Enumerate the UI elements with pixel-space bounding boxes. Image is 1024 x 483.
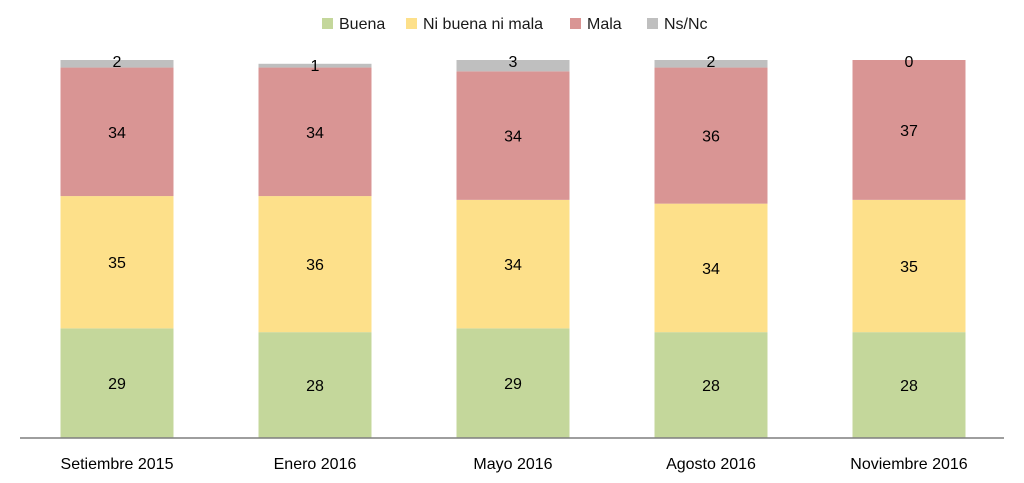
category-label: Setiembre 2015	[61, 456, 174, 473]
bar-segment	[60, 60, 174, 68]
legend-label-mala: Mala	[587, 16, 622, 33]
bar-segment	[654, 60, 768, 68]
bar-segment	[60, 328, 174, 438]
legend-swatch-mala	[570, 18, 581, 29]
bar-segment	[258, 63, 372, 68]
bar-segment	[456, 199, 570, 329]
legend-label-buena: Buena	[339, 16, 385, 33]
bar-segment	[852, 60, 966, 200]
bar-segment	[60, 67, 174, 197]
category-label: Agosto 2016	[666, 456, 756, 473]
data-label: 34	[504, 129, 522, 146]
bar-segment	[456, 60, 570, 72]
bar-segment	[852, 199, 966, 333]
legend-swatch-buena	[322, 18, 333, 29]
data-label: 36	[306, 257, 324, 274]
data-labels: 29 35 34 2 28 36 34 1 29 34 34 3 28 34 36 2 28 35 37 0	[108, 54, 918, 395]
data-label: 3	[509, 54, 518, 71]
legend-label-ns-nc: Ns/Nc	[664, 16, 708, 33]
data-label: 35	[900, 259, 918, 276]
data-label: 28	[306, 378, 324, 395]
category-label: Mayo 2016	[473, 456, 552, 473]
data-label: 34	[108, 125, 126, 142]
category-label: Enero 2016	[274, 456, 357, 473]
category-label: Noviembre 2016	[850, 456, 968, 473]
bars	[60, 60, 966, 438]
category-labels: Setiembre 2015 Enero 2016 Mayo 2016 Agosto …	[61, 456, 968, 473]
legend-swatch-ni-buena-ni-mala	[406, 18, 417, 29]
data-label: 2	[113, 54, 122, 71]
bar-segment	[258, 332, 372, 438]
bar-segment	[60, 196, 174, 329]
data-label: 37	[900, 123, 918, 140]
bar-segment	[456, 71, 570, 200]
bar-segment	[654, 332, 768, 438]
data-label: 1	[311, 58, 320, 75]
data-label: 0	[905, 54, 914, 71]
data-label: 2	[707, 54, 716, 71]
data-label: 29	[504, 376, 522, 393]
data-label: 34	[306, 125, 324, 142]
data-label: 28	[900, 378, 918, 395]
data-label: 36	[702, 129, 720, 146]
data-label: 28	[702, 378, 720, 395]
legend-swatch-ns-nc	[647, 18, 658, 29]
bar-segment	[654, 67, 768, 204]
bar-segment	[654, 203, 768, 333]
data-label: 35	[108, 255, 126, 272]
legend: Buena Ni buena ni mala Mala Ns/Nc	[322, 16, 708, 33]
bar-segment	[258, 196, 372, 333]
bar-segment	[456, 328, 570, 438]
data-label: 34	[702, 261, 720, 278]
bar-segment	[258, 67, 372, 197]
data-label: 34	[504, 257, 522, 274]
data-label: 29	[108, 376, 126, 393]
legend-label-ni-buena-ni-mala: Ni buena ni mala	[423, 16, 543, 33]
bar-segment	[852, 332, 966, 438]
